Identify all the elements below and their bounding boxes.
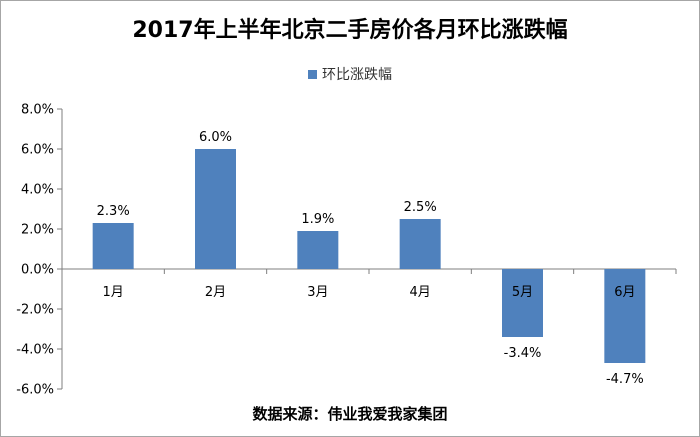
bar-6 <box>604 269 646 363</box>
category-label-1: 1月 <box>103 285 124 300</box>
category-label-5: 5月 <box>512 285 533 300</box>
legend-swatch <box>308 69 317 79</box>
bar-1 <box>92 223 134 269</box>
axes <box>57 108 677 390</box>
y-tick-label: -4.0% <box>16 343 54 358</box>
data-labels: 2.3% 6.0% 1.9% 2.5% -3.4% -4.7% <box>97 130 644 387</box>
y-tick-label: 4.0% <box>21 183 54 198</box>
data-label-2: 6.0% <box>199 130 232 145</box>
y-tick-label: 6.0% <box>21 143 54 158</box>
data-label-4: 2.5% <box>404 200 437 215</box>
category-label-2: 2月 <box>205 285 226 300</box>
bar-4 <box>399 219 441 269</box>
data-label-1: 2.3% <box>97 204 130 219</box>
category-label-4: 4月 <box>410 285 431 300</box>
y-tick-label: 8.0% <box>21 103 54 118</box>
y-tick-label: -6.0% <box>16 383 54 398</box>
category-label-3: 3月 <box>307 285 328 300</box>
legend: 环比涨跌幅 <box>0 64 700 84</box>
data-label-6: -4.7% <box>606 372 644 387</box>
bar-3 <box>297 231 339 269</box>
legend-label: 环比涨跌幅 <box>322 67 392 83</box>
y-tick-label: -2.0% <box>16 303 54 318</box>
y-tick-label: 2.0% <box>21 223 54 238</box>
category-label-6: 6月 <box>614 285 635 300</box>
category-labels: 1月 2月 3月 4月 5月 6月 <box>103 285 636 300</box>
bar-5 <box>502 269 543 337</box>
bars <box>92 149 646 363</box>
chart-title: 2017年上半年北京二手房价各月环比涨跌幅 <box>132 18 568 43</box>
data-label-5: -3.4% <box>504 346 542 361</box>
y-tick-label: 0.0% <box>21 263 54 278</box>
source-note: 数据来源：伟业我爱我家集团 <box>252 405 448 423</box>
data-label-3: 1.9% <box>301 212 334 227</box>
bar-2 <box>195 149 236 269</box>
y-tick-labels: 8.0% 6.0% 4.0% 2.0% 0.0% -2.0% -4.0% -6.0% <box>16 103 54 398</box>
